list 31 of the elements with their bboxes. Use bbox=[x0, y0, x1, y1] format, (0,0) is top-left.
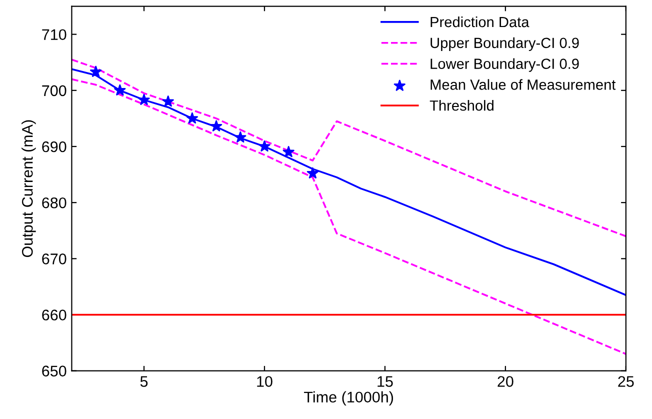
legend-label: Lower Boundary-CI 0.9 bbox=[430, 58, 579, 72]
y-tick-label: 680 bbox=[42, 197, 66, 208]
legend-label: Threshold bbox=[430, 100, 494, 111]
point bbox=[282, 146, 294, 158]
point bbox=[306, 167, 318, 178]
point bbox=[234, 131, 246, 143]
y-tick-label: 670 bbox=[42, 254, 66, 264]
x-tick-label: 20 bbox=[498, 376, 514, 387]
legend-label: Mean Value of Measurement bbox=[430, 79, 616, 90]
x-tick-label: 5 bbox=[140, 376, 148, 387]
y-tick-label: 710 bbox=[42, 29, 66, 40]
y-tick-label: 700 bbox=[42, 85, 66, 96]
x-tick-label: 25 bbox=[618, 376, 634, 387]
y-tick-label: 660 bbox=[42, 310, 66, 320]
y-tick-label: 650 bbox=[42, 366, 66, 376]
legend-label: Upper Boundary-CI 0.9 bbox=[430, 37, 579, 51]
legend-label: Prediction Data bbox=[430, 16, 530, 28]
y-tick-label: 690 bbox=[42, 141, 66, 152]
point bbox=[90, 66, 102, 77]
point bbox=[210, 120, 222, 132]
point bbox=[138, 94, 150, 105]
x-tick-label: 15 bbox=[378, 376, 393, 387]
line-series bbox=[72, 58, 626, 238]
y-axis-title: Output Current (mA) bbox=[22, 120, 36, 258]
line-series bbox=[72, 78, 626, 355]
point bbox=[258, 140, 270, 152]
point bbox=[114, 84, 126, 96]
x-tick-label: 10 bbox=[257, 376, 272, 387]
point bbox=[162, 96, 174, 107]
point bbox=[186, 112, 198, 124]
x-axis-title: Time (1000h) bbox=[304, 391, 394, 406]
